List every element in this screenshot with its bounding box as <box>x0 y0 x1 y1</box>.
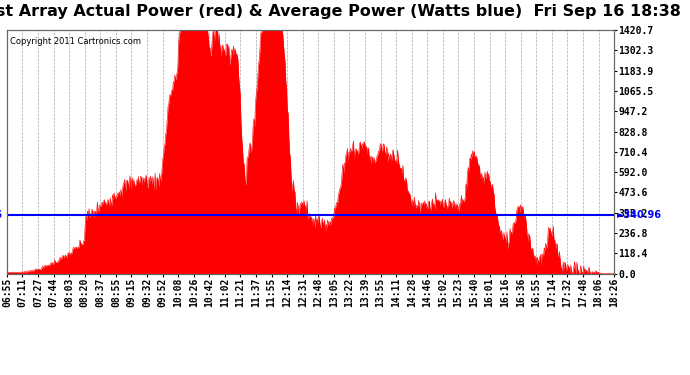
Text: ►340.96: ►340.96 <box>617 210 662 220</box>
Text: West Array Actual Power (red) & Average Power (Watts blue)  Fri Sep 16 18:38: West Array Actual Power (red) & Average … <box>0 4 681 19</box>
Text: ►340.96: ►340.96 <box>0 210 3 220</box>
Text: Copyright 2011 Cartronics.com: Copyright 2011 Cartronics.com <box>10 38 141 46</box>
